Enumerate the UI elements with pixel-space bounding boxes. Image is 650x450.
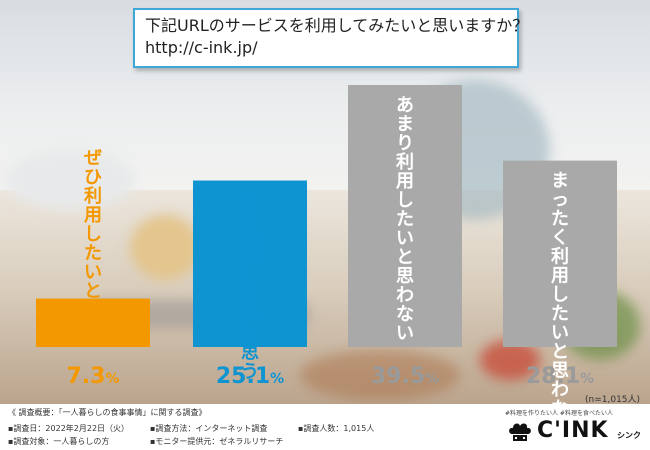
survey-footer: 《 調査概要：「一人暮らしの食事事情」に関する調査》 ▪調査日：2022年2月2… xyxy=(0,404,650,450)
logo-tagline: #料理を作りたい人 #料理を食べたい人 xyxy=(505,410,613,417)
bar-4 xyxy=(503,160,617,347)
logo-subtitle: シンク xyxy=(617,431,641,440)
bar-category-label: ぜひ利用したいと思う xyxy=(84,148,102,340)
value-label: 7.3% xyxy=(66,364,119,389)
survey-title: 《 調査概要：「一人暮らしの食事事情」に関する調査》 xyxy=(8,408,207,417)
value-label: 39.5% xyxy=(371,364,439,389)
question-box: 下記URLのサービスを利用してみたいと思いますか？ http://c-ink.j… xyxy=(133,8,529,68)
bar-category-label: まあ利用したいと思う xyxy=(241,191,259,383)
bar-category-label: まったく利用したいと思わない xyxy=(551,171,569,439)
bar-2 xyxy=(193,180,307,347)
survey-count: ▪調査人数：1,015人 xyxy=(298,424,375,433)
cink-logo: #料理を作りたい人 #料理を食べたい人 C'INK シンク xyxy=(505,408,645,448)
background-shape xyxy=(300,350,460,400)
value-label: 28.1% xyxy=(526,364,594,389)
question-url: http://c-ink.jp/ xyxy=(145,38,258,57)
value-label: 25.1% xyxy=(216,364,284,389)
survey-target: ▪調査対象：一人暮らしの方 xyxy=(8,437,110,446)
survey-method: ▪調査方法：インターネット調査 xyxy=(150,424,268,433)
background-shape xyxy=(5,150,135,210)
sample-size-note: (n=1,015人) xyxy=(585,395,641,405)
logo-wordmark: C'INK xyxy=(537,418,609,443)
background-shape xyxy=(130,215,200,280)
question-text: 下記URLのサービスを利用してみたいと思いますか？ xyxy=(145,16,529,35)
bar-category-label: あまり利用したいと思わない xyxy=(396,95,414,344)
bar-3 xyxy=(348,85,462,347)
chef-hat-icon xyxy=(509,423,531,441)
bar-1 xyxy=(36,298,150,347)
survey-date: ▪調査日：2022年2月22日（火） xyxy=(8,424,130,433)
survey-provider: ▪モニター提供元：ゼネラルリサーチ xyxy=(150,437,284,446)
